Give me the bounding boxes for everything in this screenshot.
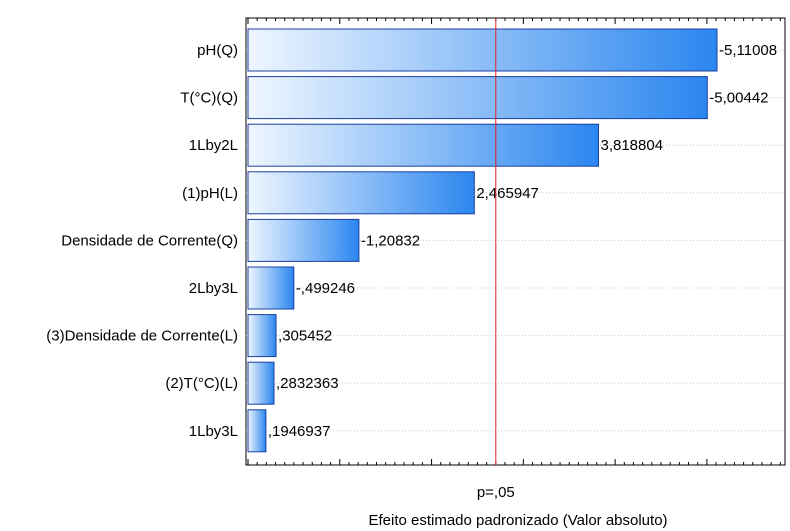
data-label: -1,20832 bbox=[361, 232, 420, 249]
category-label: 1Lby3L bbox=[189, 423, 238, 440]
category-label: (1)pH(L) bbox=[182, 185, 238, 202]
category-label: (3)Densidade de Corrente(L) bbox=[46, 328, 238, 345]
bar bbox=[247, 171, 475, 215]
bar bbox=[247, 361, 275, 405]
category-label: 2Lby3L bbox=[189, 280, 238, 297]
data-label: 2,465947 bbox=[476, 185, 539, 202]
x-axis-title: Efeito estimado padronizado (Valor absol… bbox=[368, 512, 667, 529]
data-label: -5,11008 bbox=[719, 42, 777, 59]
value-labels: -5,11008 -5,00442 3,818804 2,465947 -1,20832… bbox=[268, 42, 777, 440]
category-label: (2)T(°C)(L) bbox=[165, 375, 238, 392]
category-labels: pH(Q) T(°C)(Q) 1Lby2L (1)pH(L) Densidade de … bbox=[46, 42, 238, 440]
data-label: -,499246 bbox=[296, 280, 355, 297]
category-label: 1Lby2L bbox=[189, 137, 238, 154]
bars bbox=[247, 28, 718, 453]
reference-line-label: p=,05 bbox=[477, 484, 515, 501]
bar bbox=[247, 266, 295, 310]
category-label: Densidade de Corrente(Q) bbox=[61, 232, 238, 249]
data-label: ,2832363 bbox=[276, 375, 339, 392]
bar bbox=[247, 76, 708, 120]
data-label: 3,818804 bbox=[600, 137, 663, 154]
data-label: ,305452 bbox=[278, 328, 332, 345]
bar bbox=[247, 28, 718, 72]
category-label: T(°C)(Q) bbox=[180, 90, 238, 107]
bar bbox=[247, 314, 277, 358]
data-label: -5,00442 bbox=[709, 90, 768, 107]
bar bbox=[247, 409, 267, 453]
bar bbox=[247, 218, 360, 262]
bar bbox=[247, 123, 599, 167]
category-label: pH(Q) bbox=[197, 42, 238, 59]
data-label: ,1946937 bbox=[268, 423, 331, 440]
